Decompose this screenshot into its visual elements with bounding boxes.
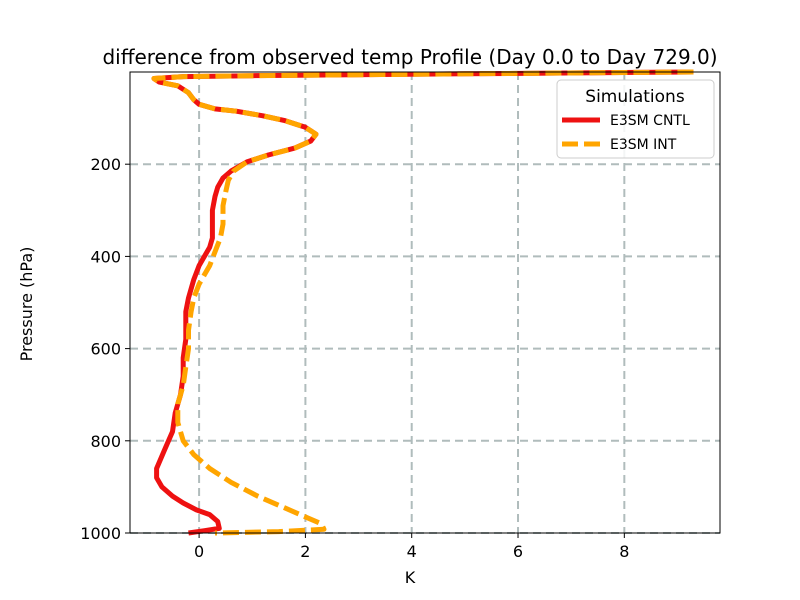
- y-tick-label-800: 800: [90, 432, 121, 451]
- y-tick-label-600: 600: [90, 340, 121, 359]
- y-axis-title: Pressure (hPa): [17, 247, 36, 362]
- legend-label-e3sm-cntl: E3SM CNTL: [610, 113, 690, 129]
- chart-title: difference from observed temp Profile (D…: [102, 45, 717, 69]
- y-tick-label-400: 400: [90, 247, 121, 266]
- series-line-e3sm-int: [151, 69, 694, 536]
- x-tick-label-0: 0: [194, 542, 204, 561]
- x-tick-label-8: 8: [619, 542, 629, 561]
- tick-layer: 0 2 4 6 8 200 400 600 800 1000: [80, 155, 629, 561]
- legend-title: Simulations: [585, 87, 685, 107]
- legend: Simulations E3SM CNTL E3SM INT: [556, 79, 715, 159]
- x-tick-label-4: 4: [407, 542, 417, 561]
- series-layer: [151, 69, 694, 536]
- y-tick-label-200: 200: [90, 155, 121, 174]
- legend-box: [556, 79, 715, 159]
- x-tick-label-6: 6: [513, 542, 523, 561]
- plot-frame: [129, 71, 721, 534]
- legend-label-e3sm-int: E3SM INT: [610, 137, 677, 153]
- x-tick-label-2: 2: [300, 542, 310, 561]
- y-tick-label-1000: 1000: [80, 524, 121, 543]
- x-axis-title: K: [405, 568, 416, 587]
